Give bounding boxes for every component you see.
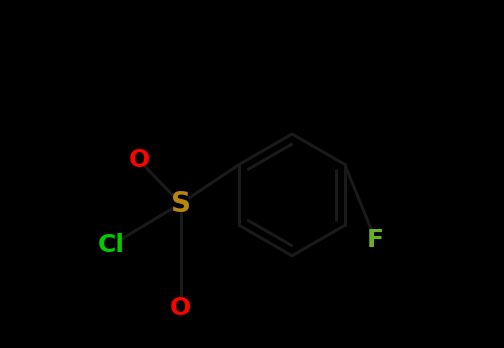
Text: O: O [129,148,150,172]
Text: Cl: Cl [98,234,124,257]
Text: O: O [170,296,192,320]
Text: S: S [171,190,191,218]
Text: F: F [367,228,384,252]
